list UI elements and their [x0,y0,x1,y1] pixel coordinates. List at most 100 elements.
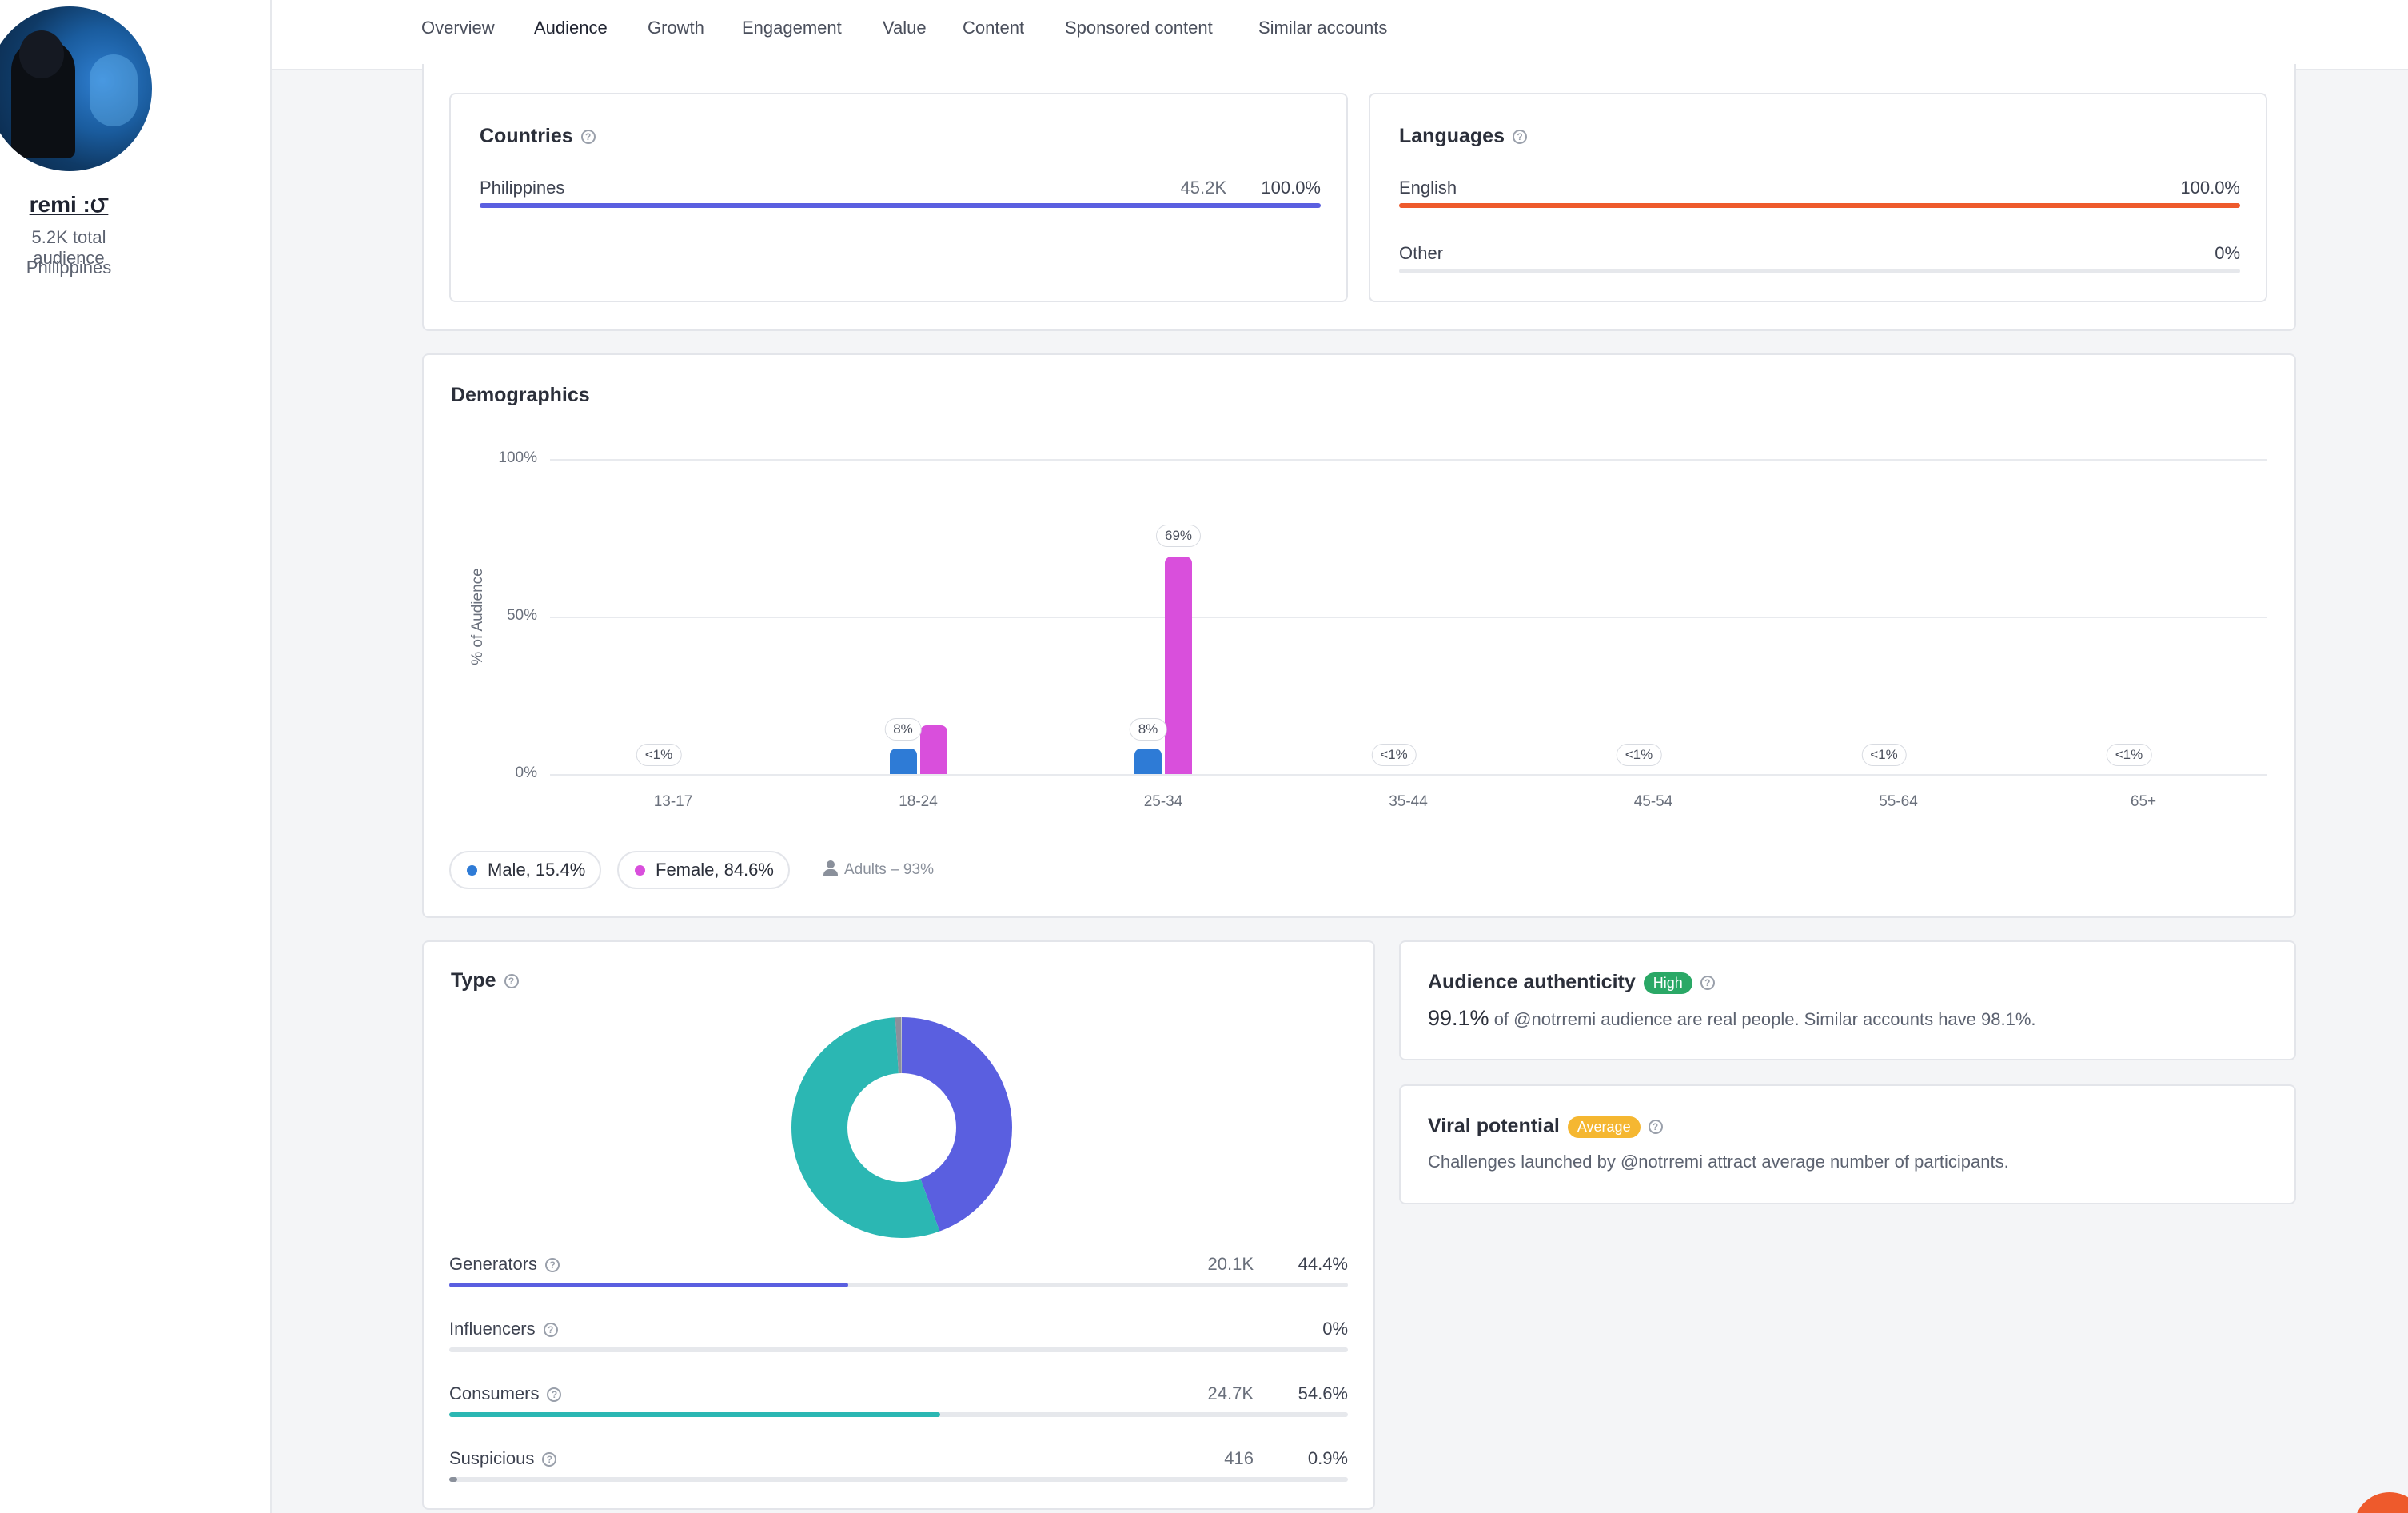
type-percent-generators: 44.4% [1298,1254,1348,1274]
tab-value[interactable]: Value [883,18,927,38]
authenticity-card: Audience authenticity High? 99.1% of @not… [1399,940,2296,1060]
help-icon[interactable]: ? [504,974,519,989]
tab-content[interactable]: Content [963,18,1025,38]
country-percent: 100.0% [1261,178,1321,198]
avatar-head [19,30,64,78]
y-tick-label: 0% [515,764,537,781]
data-label: 8% [1129,718,1167,741]
demographics-card: Demographics [422,353,2296,918]
tab-bar: Overview Audience Growth Engagement Valu… [272,0,2408,71]
total-audience-text: 5.2K total audience [31,227,106,268]
type-bar-generators [449,1283,1348,1287]
viral-title: Viral potential Average? [1428,1115,1663,1138]
bar-male-18-24[interactable] [889,749,917,774]
help-icon[interactable]: ? [547,1387,562,1403]
data-label: 8% [884,718,922,741]
language-label-english: English [1399,178,1457,198]
x-tick-label: 55-64 [1879,793,1918,810]
type-percent-influencers: 0% [1322,1319,1348,1339]
type-bar-suspicious [449,1477,1348,1482]
tab-similar-accounts[interactable]: Similar accounts [1258,18,1388,38]
data-label: <1% [1616,744,1662,766]
profile-name-link[interactable]: remi :౮ [29,192,109,217]
language-bar-other [1399,269,2240,273]
x-tick-label: 45-54 [1633,793,1673,810]
y-tick-label: 100% [498,449,537,466]
tab-sponsored-content[interactable]: Sponsored content [1065,18,1213,38]
help-icon[interactable]: ? [580,130,596,145]
type-count-suspicious: 416 [1224,1448,1254,1468]
help-icon[interactable]: ? [542,1452,557,1467]
type-label-suspicious: Suspicious? [449,1448,557,1469]
type-card: Type? [422,940,1375,1510]
legend-female[interactable]: Female, 84.6% [617,851,790,889]
viral-badge: Average [1567,1116,1641,1138]
type-bar-fill-generators [449,1283,849,1287]
x-tick-label: 65+ [2130,793,2157,810]
data-label: <1% [1861,744,1907,766]
data-label-top: 69% [1155,525,1202,548]
help-icon[interactable]: ? [1648,1120,1663,1135]
authenticity-badge: High [1643,972,1692,994]
donut-slice-consumers[interactable] [791,1017,1012,1238]
x-tick-label: 25-34 [1143,793,1183,810]
authenticity-value: 99.1% [1428,1006,1489,1030]
y-tick-label: 50% [506,607,537,624]
language-bar-english [1399,203,2240,208]
type-bar-fill-suspicious [449,1477,458,1482]
bar-male-25-34[interactable] [1134,749,1162,774]
adults-indicator: Adults – 93% [823,860,934,879]
bar-female-18-24[interactable] [919,725,947,774]
language-percent-english: 100.0% [2180,178,2240,198]
x-tick-label: 35-44 [1389,793,1428,810]
avatar[interactable] [0,6,152,171]
chat-button[interactable] [2354,1492,2408,1513]
gridline [550,459,2267,461]
country-bar-fill [480,203,1321,208]
languages-card: Languages? English 100.0% Other 0% [1369,93,2267,302]
type-percent-suspicious: 0.9% [1307,1448,1348,1468]
avatar-glow [90,54,138,126]
help-icon[interactable]: ? [1512,130,1527,145]
viral-potential-card: Viral potential Average? Challenges launc… [1399,1084,2296,1204]
help-icon[interactable]: ? [543,1323,558,1338]
authenticity-description: of @notrremi audience are real people. S… [1493,1009,2036,1029]
help-icon[interactable]: ? [1700,976,1715,991]
type-label-influencers: Influencers? [449,1319,558,1339]
type-label-consumers: Consumers? [449,1383,562,1404]
demographics-title: Demographics [451,384,590,406]
tab-overview[interactable]: Overview [421,18,495,38]
data-label: <1% [1371,744,1417,766]
x-tick-label: 18-24 [899,793,938,810]
legend-male[interactable]: Male, 15.4% [449,851,602,889]
type-donut-chart [791,1017,1012,1238]
viral-text: Challenges launched by @notrremi attract… [1428,1152,2009,1172]
language-bar-fill-english [1399,203,2240,208]
bar-female-25-34[interactable] [1165,557,1192,774]
country-count: 45.2K [1180,178,1227,198]
type-label-generators: Generators? [449,1254,560,1275]
donut-slice-suspicious[interactable] [791,1017,1012,1238]
female-dot-icon [635,865,645,876]
tab-audience[interactable]: Audience [534,18,608,38]
language-percent-other: 0% [2215,243,2240,263]
authenticity-text: 99.1% of @notrremi audience are real peo… [1428,1006,2036,1031]
profile-sidebar: remi :౮ 5.2K total audience Philippines [0,0,272,1513]
tab-engagement[interactable]: Engagement [742,18,842,38]
x-tick-label: 13-17 [653,793,693,810]
legend-female-label: Female, 84.6% [656,860,774,880]
tab-growth[interactable]: Growth [648,18,704,38]
countries-card: Countries? Philippines 45.2K 100.0% [449,93,1348,302]
language-label-other: Other [1399,243,1444,263]
data-label: <1% [636,744,682,766]
languages-title: Languages? [1399,125,1527,148]
country-bar [480,203,1321,208]
help-icon[interactable]: ? [545,1258,560,1273]
gridline [550,774,2267,776]
authenticity-title: Audience authenticity High? [1428,971,1715,994]
type-bar-fill-consumers [449,1412,940,1417]
person-icon [823,860,838,876]
legend-male-label: Male, 15.4% [488,860,586,880]
type-bar-influencers [449,1347,1348,1352]
type-count-generators: 20.1K [1207,1254,1254,1274]
